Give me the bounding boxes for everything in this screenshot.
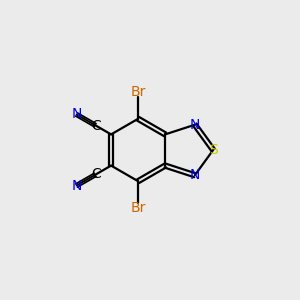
- Text: Br: Br: [130, 201, 146, 215]
- Text: N: N: [190, 168, 200, 182]
- Text: N: N: [71, 107, 82, 122]
- Text: C: C: [92, 119, 101, 133]
- Text: N: N: [190, 118, 200, 132]
- Text: Br: Br: [130, 85, 146, 99]
- Text: S: S: [209, 143, 218, 157]
- Text: N: N: [71, 178, 82, 193]
- Text: C: C: [92, 167, 101, 181]
